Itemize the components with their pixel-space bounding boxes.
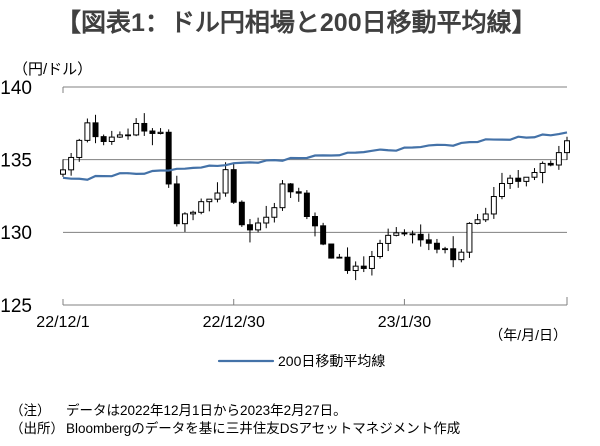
svg-text:23/1/30: 23/1/30: [378, 314, 431, 331]
svg-text:125: 125: [0, 296, 32, 317]
svg-text:22/12/1: 22/12/1: [36, 314, 89, 331]
svg-text:22/12/30: 22/12/30: [203, 314, 265, 331]
svg-text:130: 130: [0, 223, 32, 244]
svg-text:（年/月/日）: （年/月/日）: [489, 327, 567, 343]
svg-text:135: 135: [0, 151, 32, 172]
svg-text:140: 140: [0, 78, 32, 99]
svg-text:200日移動平均線: 200日移動平均線: [278, 353, 385, 369]
